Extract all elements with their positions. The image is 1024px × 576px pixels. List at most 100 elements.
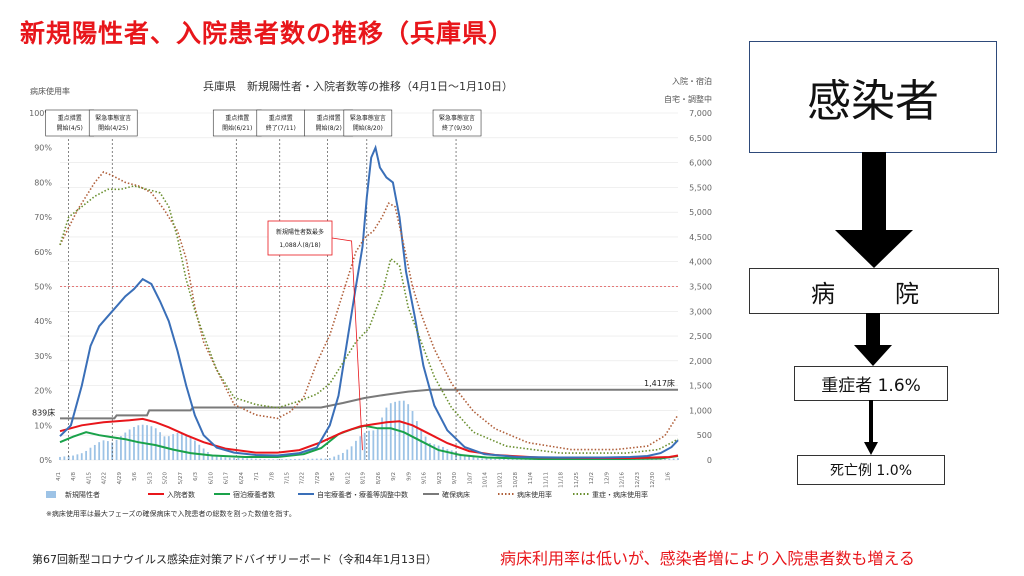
new-positive-bar <box>272 459 275 460</box>
legend-label: 新規陽性者 <box>65 490 100 499</box>
new-positive-bar <box>115 439 118 460</box>
x-tick-label: 4/1 <box>56 472 62 481</box>
new-positive-bar <box>263 459 266 460</box>
event-label-line1: 緊急事態宣言 <box>350 114 386 122</box>
flow-hospital-box: 病 院 <box>749 268 999 314</box>
flow-hospital-label: 病 院 <box>811 279 937 308</box>
bed-label-end: 1,417床 <box>644 378 675 388</box>
x-tick-label: 9/30 <box>452 472 458 485</box>
right-tick-label: 7,000 <box>689 109 712 118</box>
event-box <box>45 109 95 137</box>
bed-label-start: 839床 <box>32 407 55 417</box>
new-positive-bar <box>650 459 653 460</box>
flow-severe-box: 重症者 1.6% <box>794 366 948 401</box>
new-positive-bar <box>302 458 305 460</box>
event-label-line2: 開始(6/21) <box>222 124 252 132</box>
x-tick-label: 11/18 <box>559 472 565 488</box>
new-positive-bar <box>246 458 249 460</box>
new-positive-bar <box>494 458 497 460</box>
new-positive-bar <box>407 404 410 460</box>
legend-label: 重症・病床使用率 <box>592 490 648 499</box>
secured-beds-line <box>60 388 678 420</box>
legend-label: 宿泊療養者数 <box>233 490 275 499</box>
event-box <box>343 109 393 137</box>
new-positive-bar <box>341 452 344 460</box>
new-positive-bar <box>664 458 666 460</box>
new-positive-bar <box>677 458 679 460</box>
event-box <box>256 109 306 137</box>
x-tick-label: 9/16 <box>422 472 428 485</box>
x-tick-label: 4/22 <box>102 472 108 484</box>
new-positive-bar <box>489 458 492 460</box>
new-positive-bar <box>459 453 462 460</box>
new-positive-bar <box>516 459 518 460</box>
new-positive-bar <box>402 400 405 460</box>
footer-source: 第67回新型コロナウイルス感染症対策アドバイザリーボード（令和4年1月13日） <box>32 553 437 566</box>
chart-svg: 兵庫県 新規陽性者・入院者数等の推移（4月1日～1月10日） 病床使用率 入院・宿泊… <box>29 76 712 518</box>
new-positive-bar <box>176 432 179 460</box>
new-positive-bar <box>241 458 244 460</box>
new-positive-bar <box>472 457 475 460</box>
new-positive-bar <box>72 455 74 460</box>
event-label-line1: 緊急事態宣言 <box>95 114 131 122</box>
x-tick-label: 10/14 <box>483 472 489 488</box>
flow-infected-box: 感染者 <box>749 41 997 153</box>
new-positive-bar <box>276 459 279 460</box>
x-tick-label: 12/30 <box>650 472 656 488</box>
new-positive-bar <box>67 455 70 460</box>
new-positive-bar <box>194 440 196 460</box>
new-positive-bar <box>106 441 109 460</box>
x-tick-label: 5/13 <box>147 472 153 485</box>
event-label-line1: 重点措置 <box>317 114 341 122</box>
x-tick-label: 12/16 <box>620 472 626 488</box>
new-positive-bar <box>215 456 218 460</box>
new-positive-bar <box>298 458 301 460</box>
flow-death-label: 死亡例 1.0% <box>829 463 913 479</box>
new-positive-bar <box>189 436 192 460</box>
new-positive-bar <box>198 444 201 460</box>
new-positive-bar <box>59 456 61 460</box>
new-positive-bar <box>211 454 214 460</box>
new-positive-bar <box>433 444 436 460</box>
x-tick-label: 12/2 <box>589 472 595 484</box>
new-positive-bar <box>415 421 418 460</box>
new-positive-bar <box>220 457 222 460</box>
new-positive-bar <box>185 434 188 460</box>
legend-label: 確保病床 <box>442 490 470 499</box>
new-positive-bar <box>254 458 257 460</box>
x-tick-label: 9/23 <box>437 472 443 485</box>
peak-annotation-title: 新規陽性者数最多 <box>276 228 324 236</box>
new-positive-bar <box>120 436 122 460</box>
new-positive-bar <box>102 440 105 460</box>
new-positive-bar <box>394 401 397 460</box>
new-positive-bar <box>63 456 66 460</box>
new-positive-bar <box>463 454 466 460</box>
left-tick-label: 50% <box>34 283 52 292</box>
new-positive-bar <box>85 450 88 460</box>
new-positive-bar <box>511 459 514 460</box>
left-tick-label: 10% <box>34 421 52 430</box>
right-tick-label: 2,500 <box>689 332 712 341</box>
x-tick-label: 10/21 <box>498 472 504 488</box>
event-label-line2: 開始(4/5) <box>57 124 83 132</box>
new-positive-bar <box>237 457 240 460</box>
x-tick-label: 1/6 <box>665 472 671 481</box>
x-tick-label: 12/9 <box>604 472 610 485</box>
x-tick-label: 4/15 <box>86 472 92 485</box>
new-positive-bar <box>376 429 379 460</box>
new-positive-bar <box>259 458 262 460</box>
new-positive-bar <box>133 426 135 460</box>
new-positive-bar <box>98 442 101 460</box>
right-tick-label: 4,000 <box>689 258 712 267</box>
right-tick-label: 3,500 <box>689 283 712 292</box>
new-positive-bar <box>381 417 383 460</box>
x-tick-label: 6/10 <box>208 472 214 485</box>
new-positive-bar <box>233 457 235 460</box>
peak-annotation-pointer <box>331 237 363 451</box>
new-positive-bar <box>385 407 388 460</box>
x-tick-label: 6/3 <box>193 472 199 481</box>
new-positive-bar <box>346 449 349 460</box>
left-tick-label: 60% <box>34 248 52 257</box>
new-positive-bar <box>311 458 314 460</box>
home-line <box>59 144 679 459</box>
